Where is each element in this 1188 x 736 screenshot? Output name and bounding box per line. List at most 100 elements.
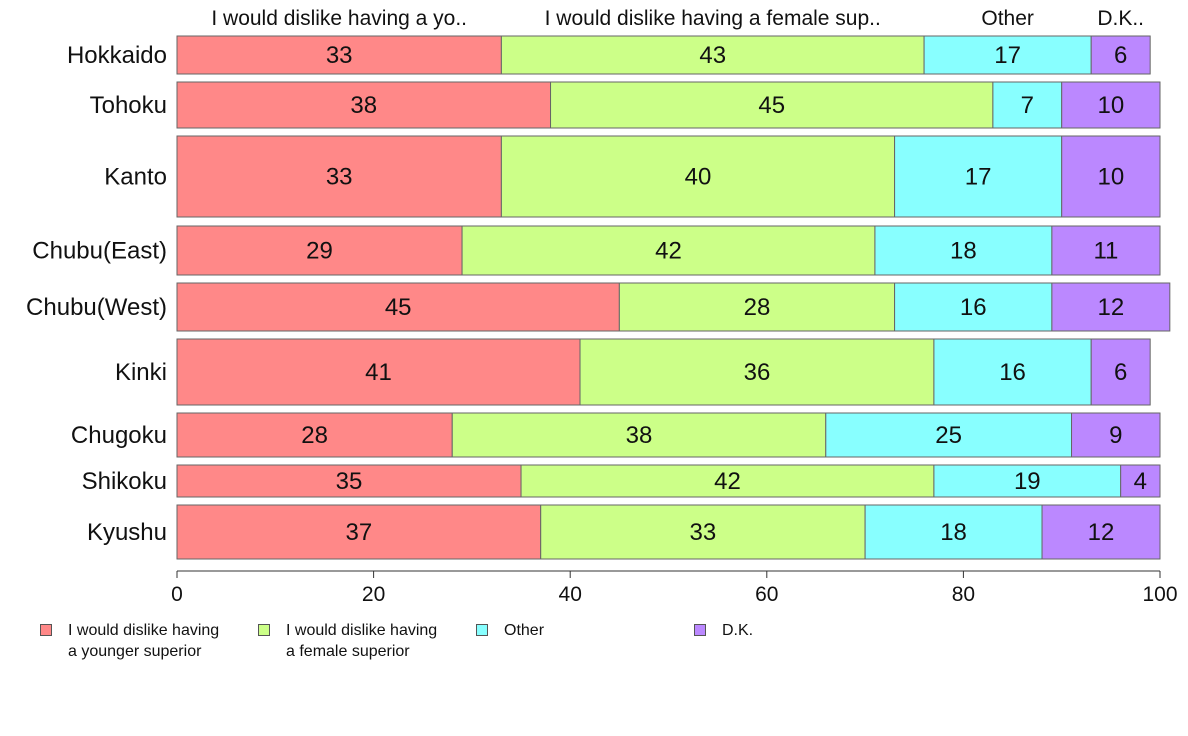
bar-hokkaido-s1	[500, 35, 925, 75]
data-label-chugoku-s1: 38	[626, 422, 653, 449]
data-label-shikoku-s0: 35	[336, 468, 363, 495]
data-label-kinki-s1: 36	[744, 359, 771, 386]
data-label-kinki-s2: 16	[999, 359, 1026, 386]
category-label-hokkaido: Hokkaido	[67, 42, 167, 69]
bar-chubu-west-s0	[176, 282, 620, 332]
data-label-chugoku-s2: 25	[935, 422, 962, 449]
data-label-chugoku-s0: 28	[301, 422, 328, 449]
legend-label-other: Other	[504, 622, 545, 639]
data-label-chubu-west-s0: 45	[385, 294, 412, 321]
data-label-chubu-east-s3: 11	[1093, 238, 1118, 265]
data-label-tohoku-s2: 7	[1021, 92, 1034, 119]
bar-kanto-s1	[500, 135, 896, 218]
data-label-hokkaido-s0: 33	[326, 42, 353, 69]
legend-swatch-dk	[694, 624, 706, 636]
data-label-kyushu-s0: 37	[346, 519, 373, 546]
series-header-0: I would dislike having a yo..	[211, 7, 467, 30]
x-tick-label-40: 40	[559, 583, 582, 606]
data-label-kanto-s2: 17	[965, 164, 992, 191]
stacked-bar-chart: I would dislike having a yo.. I would dis…	[26, 7, 1177, 606]
bar-kanto-s0	[176, 135, 502, 218]
category-label-chubu-west: Chubu(West)	[26, 294, 167, 321]
bar-kyushu-s1	[540, 504, 866, 560]
bar-tohoku-s2	[992, 81, 1063, 129]
data-label-chubu-east-s0: 29	[306, 238, 333, 265]
data-label-kyushu-s3: 12	[1088, 519, 1115, 546]
data-label-kinki-s3: 6	[1114, 359, 1127, 386]
bar-chugoku-s3	[1071, 412, 1161, 458]
bar-hokkaido-s3	[1090, 35, 1151, 75]
bar-chubu-east-s0	[176, 225, 463, 276]
category-label-kinki: Kinki	[115, 359, 167, 386]
bar-tohoku-s0	[176, 81, 552, 129]
bar-chugoku-s2	[825, 412, 1073, 458]
bar-tohoku-s3	[1061, 81, 1161, 129]
bar-kyushu-s2	[864, 504, 1043, 560]
data-label-chubu-west-s1: 28	[744, 294, 771, 321]
data-label-kinki-s0: 41	[365, 359, 392, 386]
series-header-2: Other	[981, 7, 1034, 30]
bar-kinki-s3	[1090, 338, 1151, 406]
bar-hokkaido-s0	[176, 35, 502, 75]
data-label-hokkaido-s3: 6	[1114, 42, 1127, 69]
legend-swatch-younger	[40, 624, 52, 636]
data-label-tohoku-s0: 38	[350, 92, 377, 119]
data-label-tohoku-s1: 45	[758, 92, 785, 119]
bar-chubu-west-s3	[1051, 282, 1171, 332]
bar-chugoku-s0	[176, 412, 453, 458]
bar-chubu-west-s1	[618, 282, 896, 332]
bar-shikoku-s3	[1120, 464, 1161, 498]
bar-chubu-west-s2	[894, 282, 1053, 332]
data-label-kanto-s0: 33	[326, 164, 353, 191]
bar-hokkaido-s2	[923, 35, 1092, 75]
bar-shikoku-s0	[176, 464, 522, 498]
legend-item-other: Other	[476, 620, 704, 641]
data-label-hokkaido-s1: 43	[699, 42, 726, 69]
x-tick-label-20: 20	[362, 583, 385, 606]
category-label-kanto: Kanto	[104, 164, 167, 191]
data-label-chubu-east-s2: 18	[950, 238, 977, 265]
x-tick-label-60: 60	[755, 583, 778, 606]
data-label-shikoku-s2: 19	[1014, 468, 1041, 495]
data-label-chugoku-s3: 9	[1109, 422, 1122, 449]
data-label-chubu-west-s3: 12	[1097, 294, 1124, 321]
data-label-kanto-s3: 10	[1097, 164, 1124, 191]
data-label-shikoku-s1: 42	[714, 468, 741, 495]
legend-label-female: I would dislike having a female superior	[286, 622, 438, 660]
legend-swatch-female	[258, 624, 270, 636]
x-tick-label-0: 0	[171, 583, 183, 606]
bar-kinki-s0	[176, 338, 581, 406]
data-label-shikoku-s3: 4	[1134, 468, 1147, 495]
bar-kanto-s3	[1061, 135, 1161, 218]
bar-kinki-s1	[579, 338, 935, 406]
category-label-chugoku: Chugoku	[71, 422, 167, 449]
x-tick-label-80: 80	[952, 583, 975, 606]
data-label-kanto-s1: 40	[685, 164, 712, 191]
series-header-3: D.K..	[1097, 7, 1144, 30]
series-header-1: I would dislike having a female sup..	[545, 7, 881, 30]
bar-kyushu-s3	[1041, 504, 1161, 560]
x-tick-label-100: 100	[1142, 583, 1177, 606]
legend-swatch-other	[476, 624, 488, 636]
data-label-chubu-west-s2: 16	[960, 294, 987, 321]
legend-item-female: I would dislike having a female superior	[258, 620, 486, 662]
category-label-kyushu: Kyushu	[87, 519, 167, 546]
category-label-chubu-east: Chubu(East)	[32, 238, 167, 265]
legend-label-younger: I would dislike having a younger superio…	[68, 622, 220, 660]
data-label-kyushu-s1: 33	[690, 519, 717, 546]
data-label-hokkaido-s2: 17	[994, 42, 1021, 69]
data-label-chubu-east-s1: 42	[655, 238, 682, 265]
category-label-shikoku: Shikoku	[82, 468, 167, 495]
bar-kinki-s2	[933, 338, 1092, 406]
data-label-tohoku-s3: 10	[1097, 92, 1124, 119]
bar-chubu-east-s1	[461, 225, 876, 276]
category-label-tohoku: Tohoku	[90, 92, 167, 119]
legend-item-younger: I would dislike having a younger superio…	[40, 620, 268, 662]
legend-label-dk: D.K.	[722, 622, 754, 639]
bar-shikoku-s2	[933, 464, 1122, 498]
legend-item-dk: D.K.	[694, 620, 922, 641]
data-label-kyushu-s2: 18	[940, 519, 967, 546]
legend: I would dislike having a younger superio…	[0, 610, 1188, 680]
bar-chubu-east-s3	[1051, 225, 1161, 276]
bar-tohoku-s1	[550, 81, 994, 129]
